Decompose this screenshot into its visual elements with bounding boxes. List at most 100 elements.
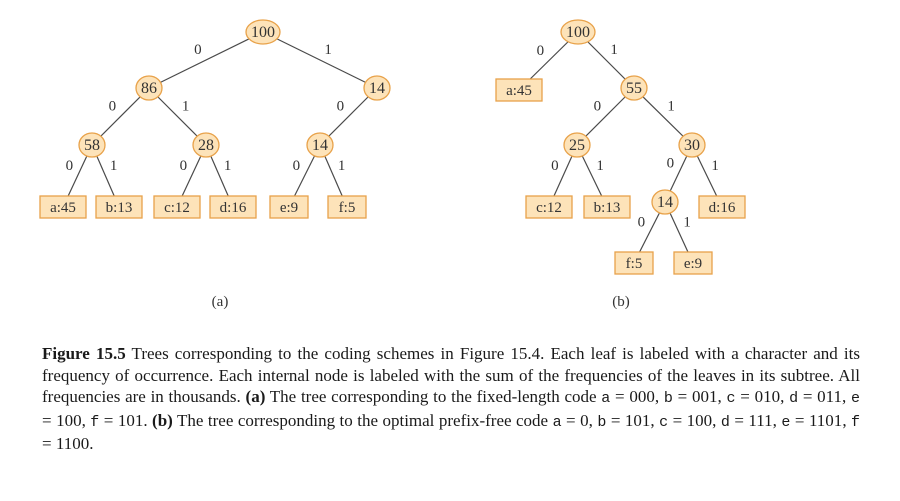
- code-char: b: [663, 390, 673, 407]
- caption-part-b-label: (b): [152, 410, 173, 430]
- code-char: f: [851, 413, 861, 431]
- code-char: d: [720, 413, 730, 431]
- tree-edge: [148, 31, 264, 89]
- figure-diagram: 0 1 0 1 0 0 1 0 1 0 1 100 86 14 58 28 14 a:45 b:13 c:12 d:16…: [39, 19, 746, 310]
- node-circle: [192, 132, 220, 158]
- leaf-box: [269, 195, 309, 219]
- edge-bit-label: 1: [610, 42, 618, 58]
- leaf-box: [583, 195, 631, 219]
- code-value: 100: [56, 410, 82, 430]
- code-value: 111: [748, 410, 773, 430]
- tree-leaf-node: f:5: [327, 195, 367, 219]
- node-circle: [135, 75, 163, 101]
- edge-bit-label: 0: [293, 158, 301, 174]
- leaf-label: d:16: [709, 200, 736, 216]
- edge-bit-label: 1: [324, 42, 332, 58]
- leaf-label: c:12: [536, 200, 562, 216]
- tree-leaf-node: e:9: [673, 251, 713, 275]
- leaf-label: c:12: [164, 200, 190, 216]
- tree-internal-node: 58: [78, 132, 106, 158]
- tree-internal-node: 100: [560, 19, 596, 45]
- tree-edge: [633, 87, 693, 146]
- node-circle: [560, 19, 596, 45]
- node-circle: [245, 19, 281, 45]
- tree-leaf-node: b:13: [95, 195, 143, 219]
- node-label: 100: [566, 24, 590, 41]
- tree-leaf-node: d:16: [209, 195, 257, 219]
- leaf-label: e:9: [280, 200, 298, 216]
- leaf-box: [209, 195, 257, 219]
- leaf-box: [673, 251, 713, 275]
- edge-bit-label: 1: [711, 158, 719, 174]
- code-char: c: [726, 390, 736, 407]
- code-list-b: a = 0, b = 101, c = 100, d = 111, e = 11…: [42, 410, 861, 454]
- code-value: 100: [686, 410, 713, 430]
- code-value: 0: [580, 410, 589, 430]
- leaf-box: [525, 195, 573, 219]
- node-label: 14: [657, 194, 673, 211]
- leaf-label: f:5: [339, 200, 356, 216]
- tree-leaf-node: c:12: [525, 195, 573, 219]
- figure-caption: Figure 15.5 Trees corresponding to the c…: [42, 344, 861, 454]
- node-circle: [563, 132, 591, 158]
- leaf-label: e:9: [684, 256, 702, 272]
- tree-internal-node: 14: [306, 132, 334, 158]
- node-label: 55: [626, 80, 642, 97]
- tree-internal-node: 14: [651, 189, 679, 215]
- node-circle: [363, 75, 391, 101]
- tree-internal-node: 55: [620, 75, 648, 101]
- node-label: 58: [84, 137, 100, 154]
- code-char: c: [659, 413, 669, 431]
- tree-leaf-node: f:5: [614, 251, 654, 275]
- node-label: 14: [369, 80, 385, 97]
- code-char: e: [781, 413, 791, 431]
- tree-edge: [262, 31, 378, 89]
- caption-part-a-text: The tree corresponding to the fixed-leng…: [265, 387, 602, 406]
- node-circle: [78, 132, 106, 158]
- node-label: 25: [569, 137, 585, 154]
- code-char: e: [851, 390, 861, 407]
- leaf-box: [614, 251, 654, 275]
- node-label: 14: [312, 137, 328, 154]
- code-value: 000: [629, 387, 655, 406]
- tree-leaf-node: a:45: [495, 78, 543, 102]
- caption-heading: Figure 15.5: [42, 344, 126, 363]
- tree-leaf-node: d:16: [698, 195, 746, 219]
- node-circle: [678, 132, 706, 158]
- code-char: a: [601, 390, 611, 407]
- code-value: 101: [117, 410, 144, 430]
- edge-bit-label: 1: [338, 158, 346, 174]
- leaf-label: a:45: [50, 200, 76, 216]
- tree-edge: [576, 87, 635, 146]
- tree-edge: [91, 87, 150, 146]
- caption-part-a-label: (a): [245, 387, 266, 406]
- tree-leaf-node: e:9: [269, 195, 309, 219]
- code-value: 1101: [808, 410, 843, 430]
- leaf-box: [495, 78, 543, 102]
- edge-bit-label: 0: [638, 215, 646, 231]
- code-value: 011: [817, 387, 843, 406]
- leaf-box: [153, 195, 201, 219]
- edge-bit-label: 0: [667, 156, 675, 172]
- edge-bit-label: 1: [110, 158, 118, 174]
- node-circle: [620, 75, 648, 101]
- code-value: 001: [691, 387, 718, 406]
- leaf-box: [698, 195, 746, 219]
- subfigure-label-b: (b): [612, 294, 630, 310]
- edge-bit-label: 0: [537, 43, 545, 59]
- code-char: d: [789, 390, 799, 407]
- edge-bit-label: 1: [182, 99, 190, 115]
- leaf-label: f:5: [626, 256, 643, 272]
- node-circle: [306, 132, 334, 158]
- caption-sentence: Trees corresponding to the coding scheme…: [42, 344, 860, 406]
- node-circle: [651, 189, 679, 215]
- tree-leaf-node: b:13: [583, 195, 631, 219]
- edge-bit-label: 1: [683, 215, 691, 231]
- code-value: 010: [754, 387, 781, 406]
- code-list-a: a = 000, b = 001, c = 010, d = 011, e = …: [42, 387, 861, 431]
- tree-internal-node: 86: [135, 75, 163, 101]
- code-char: a: [552, 413, 562, 431]
- leaf-label: a:45: [506, 83, 532, 99]
- leaf-label: d:16: [220, 200, 247, 216]
